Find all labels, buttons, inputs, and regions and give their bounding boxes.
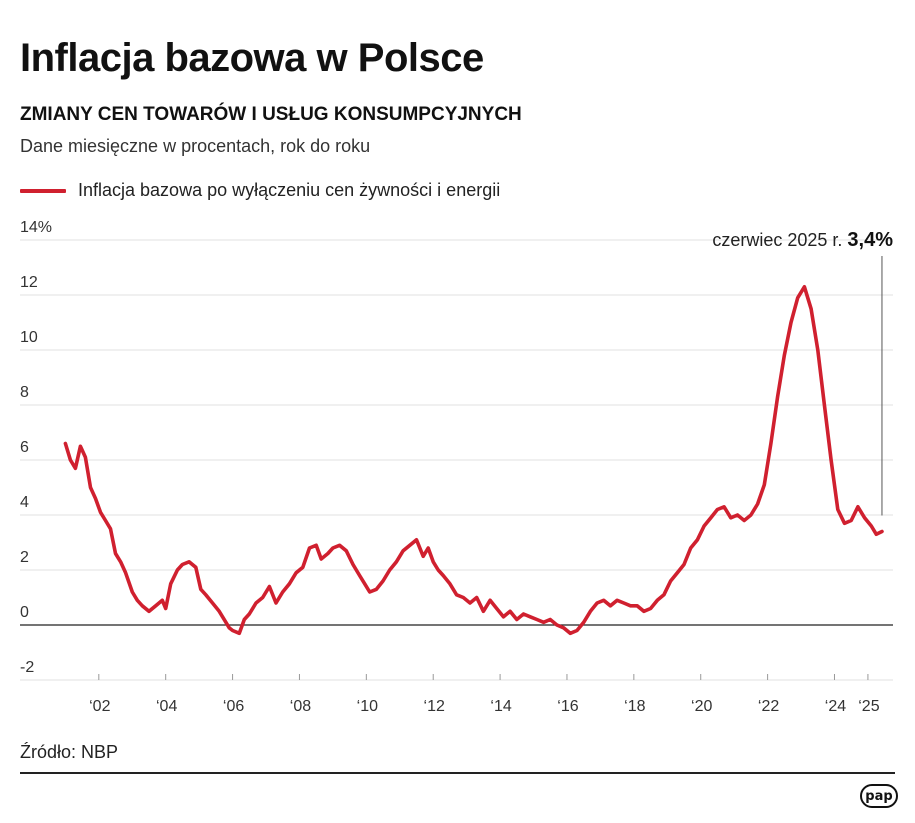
source-note: Źródło: NBP bbox=[20, 742, 119, 762]
x-axis-ticks: ‘02 ‘04 ‘06 ‘08 ‘10 ‘12 ‘14 ‘16 ‘18 ‘20 ‘22 ‘24 ‘25 bbox=[89, 674, 880, 715]
x-tick-label: ‘08 bbox=[290, 698, 311, 715]
annotation-label: czerwiec 2025 r. 3,4% bbox=[712, 229, 893, 251]
y-tick-label: 14% bbox=[20, 220, 52, 236]
pap-logo: pap bbox=[860, 784, 898, 808]
y-tick-label: 2 bbox=[20, 549, 29, 566]
y-tick-label: 4 bbox=[20, 494, 29, 511]
annotation-value: 3,4% bbox=[847, 229, 893, 251]
chart-title: Inflacja bazowa w Polsce bbox=[20, 36, 484, 80]
x-tick-label: ‘02 bbox=[89, 698, 110, 715]
annotation-prefix: czerwiec 2025 r. bbox=[712, 230, 847, 250]
x-tick-label: ‘25 bbox=[858, 698, 879, 715]
chart-description: Dane miesięczne w procentach, rok do rok… bbox=[20, 136, 371, 156]
x-tick-label: ‘10 bbox=[357, 698, 378, 715]
x-tick-label: ‘22 bbox=[758, 698, 779, 715]
gridlines bbox=[20, 239, 893, 681]
y-tick-label: 6 bbox=[20, 439, 29, 456]
y-tick-label: 12 bbox=[20, 274, 38, 291]
bottom-rule bbox=[20, 772, 895, 774]
x-tick-label: ‘04 bbox=[156, 698, 177, 715]
x-tick-label: ‘16 bbox=[557, 698, 578, 715]
x-tick-label: ‘18 bbox=[624, 698, 645, 715]
x-tick-label: ‘12 bbox=[424, 698, 445, 715]
legend-label: Inflacja bazowa po wyłączeniu cen żywnoś… bbox=[78, 180, 501, 200]
x-tick-label: ‘24 bbox=[825, 698, 846, 715]
x-tick-label: ‘06 bbox=[223, 698, 244, 715]
x-tick-label: ‘14 bbox=[490, 698, 511, 715]
legend-swatch bbox=[20, 188, 66, 193]
legend: Inflacja bazowa po wyłączeniu cen żywnoś… bbox=[20, 180, 500, 201]
series-line bbox=[63, 285, 884, 636]
x-tick-label: ‘20 bbox=[691, 698, 712, 715]
y-tick-label: 10 bbox=[20, 329, 38, 346]
y-tick-label: -2 bbox=[20, 659, 34, 676]
chart-subtitle: ZMIANY CEN TOWARÓW I USŁUG KONSUMPCYJNYC… bbox=[20, 104, 522, 125]
y-axis-ticks: -2 0 2 4 6 8 10 12 14% bbox=[20, 220, 52, 676]
y-tick-label: 8 bbox=[20, 384, 29, 401]
y-tick-label: 0 bbox=[20, 604, 29, 621]
